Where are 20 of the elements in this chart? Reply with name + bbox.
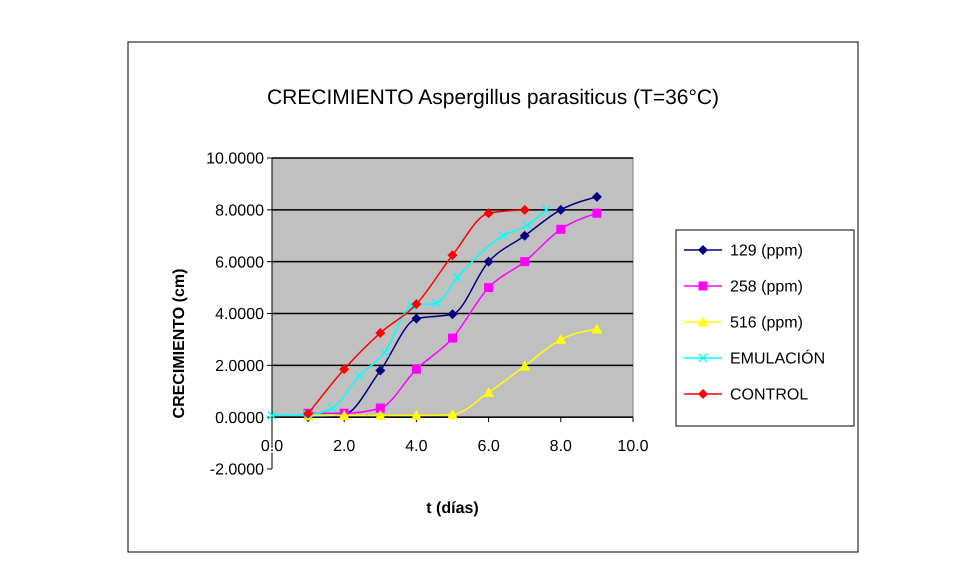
legend-label: 258 (ppm)	[730, 278, 803, 296]
x-tick-label: 6.0	[477, 438, 500, 456]
x-axis-title: t (días)	[426, 500, 479, 517]
x-tick-label: 4.0	[405, 438, 428, 456]
x-tick-label: 2.0	[333, 438, 356, 456]
y-tick-label: 6.0000	[215, 254, 264, 272]
y-tick-label: 10.0000	[206, 150, 264, 168]
x-tick-label: 8.0	[550, 438, 572, 456]
y-tick-label: 2.0000	[215, 358, 264, 375]
y-tick-label: 4.0000	[215, 306, 264, 324]
y-tick-label: -2.0000	[210, 462, 264, 479]
legend-label: CONTROL	[730, 386, 808, 404]
chart-title: CRECIMIENTO Aspergillus parasiticus (T=36°C)	[266, 86, 720, 109]
x-tick-label: 10.0	[617, 438, 649, 456]
y-axis-title: CRECIMIENTO (cm)	[171, 268, 188, 418]
legend-label: EMULACIÓN	[730, 350, 826, 368]
y-tick-label: 0.0000	[215, 410, 264, 427]
legend-label: 516 (ppm)	[730, 314, 803, 332]
y-tick-label: 8.0000	[215, 202, 264, 220]
legend-label: 129 (ppm)	[730, 242, 803, 260]
